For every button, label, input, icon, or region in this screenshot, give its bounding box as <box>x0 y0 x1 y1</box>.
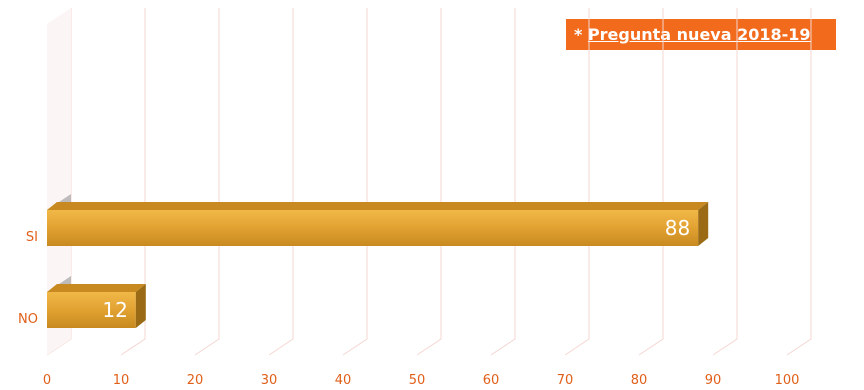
category-label: NO <box>18 312 38 327</box>
y-axis-categories: SI NO <box>18 230 38 327</box>
x-tick-label: 70 <box>557 373 574 388</box>
x-tick-label: 50 <box>409 373 426 388</box>
grid-line <box>194 8 220 356</box>
x-tick-label: 0 <box>43 373 51 388</box>
x-tick-label: 100 <box>775 373 800 388</box>
grid-line <box>638 8 664 356</box>
note-badge: * Pregunta nueva 2018-19 <box>566 19 836 50</box>
bar-side-face <box>698 202 709 246</box>
grid-line <box>786 8 812 356</box>
x-tick-label: 10 <box>113 373 130 388</box>
grid-line <box>268 8 294 356</box>
x-tick-label: 40 <box>335 373 352 388</box>
left-wall <box>47 8 71 355</box>
grid-lines <box>46 8 812 356</box>
bar-side-face <box>135 284 146 328</box>
grid-line <box>712 8 738 356</box>
grid-line <box>490 8 516 356</box>
bar-top-face <box>47 284 146 292</box>
bar-top-face <box>47 202 709 210</box>
x-tick-label: 80 <box>631 373 648 388</box>
x-axis-ticks: 0 10 20 30 40 50 60 70 80 90 100 <box>43 373 800 388</box>
left-wall-plane <box>47 8 71 355</box>
bar-no <box>47 292 136 328</box>
x-tick-label: 20 <box>187 373 204 388</box>
grid-line <box>342 8 368 356</box>
grid-line <box>120 8 146 356</box>
data-label: 12 <box>102 298 127 322</box>
grid-line <box>564 8 590 356</box>
category-label: SI <box>26 230 38 245</box>
note-text: Pregunta nueva 2018-19 <box>587 25 811 44</box>
bar-si <box>47 210 699 246</box>
data-label: 88 <box>665 216 690 240</box>
x-tick-label: 60 <box>483 373 500 388</box>
x-tick-label: 30 <box>261 373 278 388</box>
bars: 88 12 <box>47 194 709 328</box>
note-prefix: * <box>574 25 588 44</box>
grid-line <box>416 8 442 356</box>
x-tick-label: 90 <box>705 373 722 388</box>
